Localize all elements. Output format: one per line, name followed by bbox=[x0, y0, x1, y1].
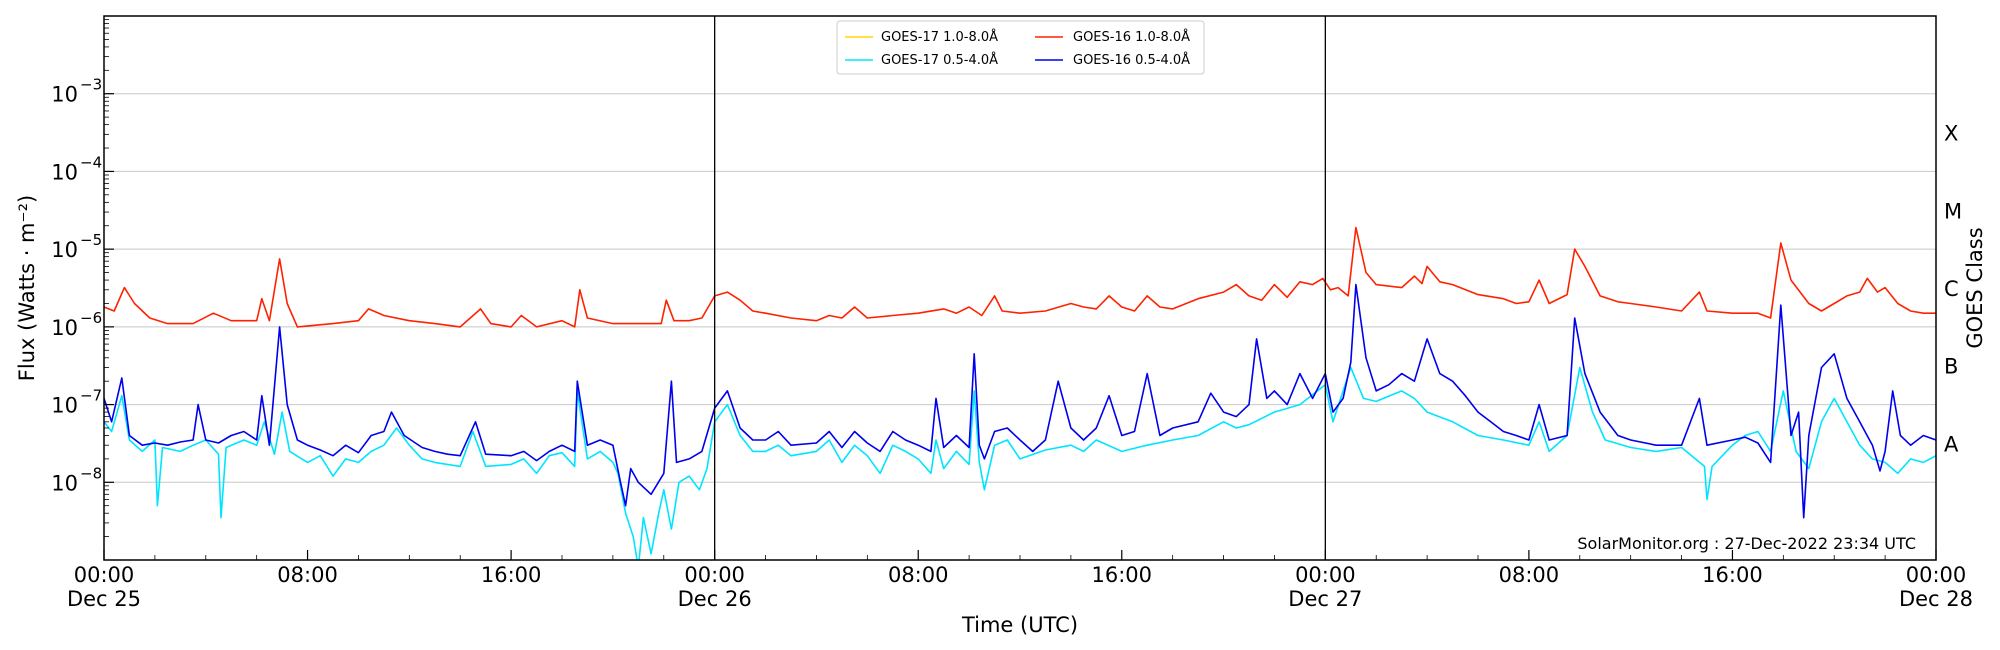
day-boundary-lines bbox=[714, 16, 1326, 560]
x-tick-time-label: 00:00 bbox=[1906, 563, 1967, 587]
x-tick-time-label: 00:00 bbox=[1295, 563, 1356, 587]
legend-label-goes16-short: GOES-16 0.5-4.0Å bbox=[1073, 52, 1190, 68]
y-tick-exponent: −4 bbox=[80, 153, 102, 171]
x-axis-title: Time (UTC) bbox=[961, 613, 1078, 637]
y-tick-label: 10 bbox=[51, 316, 78, 340]
x-tick-time-label: 08:00 bbox=[1499, 563, 1560, 587]
goes-class-label: B bbox=[1944, 355, 1958, 379]
goes-class-label: X bbox=[1944, 122, 1958, 146]
legend-box bbox=[836, 20, 1205, 75]
legend-label-goes16-long: GOES-16 1.0-8.0Å bbox=[1073, 29, 1190, 45]
y-tick-exponent: −5 bbox=[80, 231, 102, 249]
solarmonitor-watermark: SolarMonitor.org : 27-Dec-2022 23:34 UTC bbox=[1577, 534, 1916, 553]
y-tick-exponent: −7 bbox=[80, 387, 102, 405]
x-tick-time-label: 00:00 bbox=[74, 563, 135, 587]
goes-class-label: C bbox=[1944, 277, 1959, 301]
y-tick-label: 10 bbox=[51, 238, 78, 262]
goes-class-label: M bbox=[1944, 199, 1962, 223]
x-tick-time-label: 08:00 bbox=[888, 563, 949, 587]
y-tick-exponent: −8 bbox=[80, 464, 102, 482]
x-tick-time-label: 16:00 bbox=[1092, 563, 1153, 587]
legend-label-goes17-long: GOES-17 1.0-8.0Å bbox=[881, 29, 998, 45]
series-line-1 bbox=[104, 226, 1936, 328]
grid-lines bbox=[104, 93, 1936, 483]
series-line-2 bbox=[104, 366, 1936, 560]
series-line-3 bbox=[104, 283, 1936, 519]
y-tick-label: 10 bbox=[51, 471, 78, 495]
y-tick-label: 10 bbox=[51, 160, 78, 184]
x-tick-date-label: Dec 25 bbox=[67, 587, 141, 611]
y-tick-exponent: −3 bbox=[80, 76, 102, 94]
plot-frame bbox=[103, 15, 1937, 561]
goes-class-label: A bbox=[1944, 432, 1959, 456]
goes-class-labels: A B C M X bbox=[1944, 122, 1962, 457]
y-tick-label: 10 bbox=[51, 394, 78, 418]
y-tick-labels: 10−810−710−610−510−410−3 bbox=[51, 76, 102, 496]
legend: GOES-17 1.0-8.0Å GOES-17 0.5-4.0Å GOES-1… bbox=[836, 20, 1205, 75]
x-tick-date-label: Dec 26 bbox=[678, 587, 752, 611]
x-tick-time-label: 00:00 bbox=[684, 563, 745, 587]
legend-label-goes17-short: GOES-17 0.5-4.0Å bbox=[881, 52, 998, 68]
x-tick-time-label: 16:00 bbox=[481, 563, 542, 587]
y-tick-label: 10 bbox=[51, 83, 78, 107]
y-axis-title: Flux (Watts · m⁻²) bbox=[15, 195, 39, 381]
y2-axis-title: GOES Class bbox=[1963, 227, 1987, 348]
x-tick-date-label: Dec 28 bbox=[1899, 587, 1973, 611]
x-tick-time-label: 08:00 bbox=[277, 563, 338, 587]
axis-ticks bbox=[103, 19, 1937, 560]
x-tick-date-label: Dec 27 bbox=[1288, 587, 1362, 611]
x-tick-time-label: 16:00 bbox=[1702, 563, 1763, 587]
series-lines bbox=[104, 226, 1936, 560]
y-tick-exponent: −6 bbox=[80, 309, 102, 327]
